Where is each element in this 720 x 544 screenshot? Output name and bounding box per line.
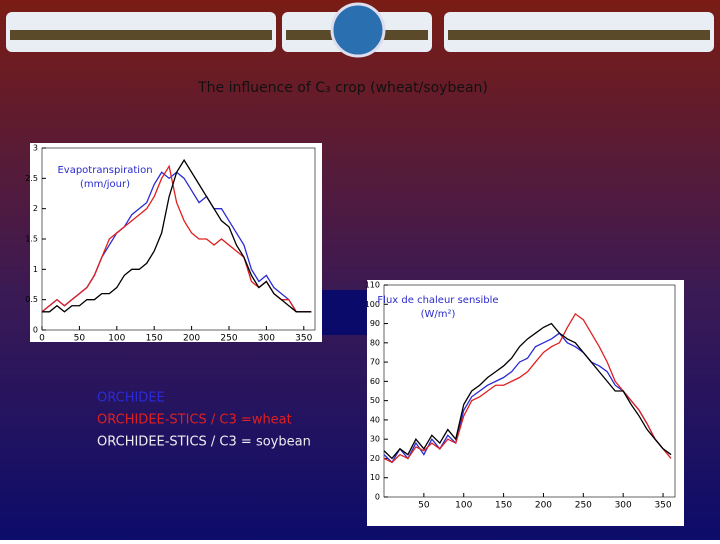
y-tick-label: 90 xyxy=(370,319,380,328)
y-tick-label: 70 xyxy=(370,358,380,367)
x-tick-label: 350 xyxy=(295,334,312,344)
y-tick-label: 40 xyxy=(370,415,380,424)
x-tick-label: 50 xyxy=(74,334,86,344)
y-tick-label: 0 xyxy=(375,493,380,502)
x-tick-label: 100 xyxy=(108,334,125,344)
banner xyxy=(6,2,714,58)
legend-entry: ORCHIDEE xyxy=(97,391,165,406)
chart-title: (mm/jour) xyxy=(80,179,130,190)
series-line xyxy=(383,322,672,460)
y-tick-label: 0.5 xyxy=(25,295,38,304)
x-tick-label: 100 xyxy=(455,501,472,511)
slide-title: The influence of C₃ crop (wheat/soybean) xyxy=(197,80,488,96)
chart-panel xyxy=(367,280,684,526)
y-tick-label: 3 xyxy=(33,144,38,153)
y-tick-label: 30 xyxy=(370,435,380,444)
x-tick-label: 300 xyxy=(258,334,275,344)
x-tick-label: 50 xyxy=(418,501,430,511)
plot-frame xyxy=(383,284,676,498)
y-tick-label: 110 xyxy=(365,281,380,290)
series-line xyxy=(42,158,312,313)
x-tick-label: 150 xyxy=(495,501,512,511)
y-tick-label: 0 xyxy=(33,326,38,335)
chart-title: Flux de chaleur sensible xyxy=(377,295,498,306)
y-tick-label: 1 xyxy=(33,265,38,274)
y-tick-label: 50 xyxy=(370,396,380,405)
x-tick-label: 250 xyxy=(575,501,592,511)
x-tick-label: 150 xyxy=(146,334,163,344)
y-tick-label: 2 xyxy=(33,204,38,213)
y-tick-label: 80 xyxy=(370,338,380,347)
x-tick-label: 200 xyxy=(535,501,552,511)
y-tick-label: 1.5 xyxy=(25,235,38,244)
y-tick-label: 10 xyxy=(370,473,380,482)
y-tick-label: 20 xyxy=(370,454,380,463)
legend-entry: ORCHIDEE-STICS / C3 =wheat xyxy=(97,413,292,428)
legend-entry: ORCHIDEE-STICS / C3 = soybean xyxy=(97,435,311,450)
x-tick-label: 300 xyxy=(615,501,632,511)
x-tick-label: 200 xyxy=(183,334,200,344)
chart-title: Evapotranspiration xyxy=(57,165,152,176)
y-tick-label: 2.5 xyxy=(25,174,38,183)
x-tick-label: 250 xyxy=(220,334,237,344)
chart-title: (W/m²) xyxy=(421,309,456,320)
x-tick-label: 350 xyxy=(654,501,671,511)
x-tick-label: 0 xyxy=(39,334,45,344)
y-tick-label: 100 xyxy=(365,300,380,309)
y-tick-label: 60 xyxy=(370,377,380,386)
